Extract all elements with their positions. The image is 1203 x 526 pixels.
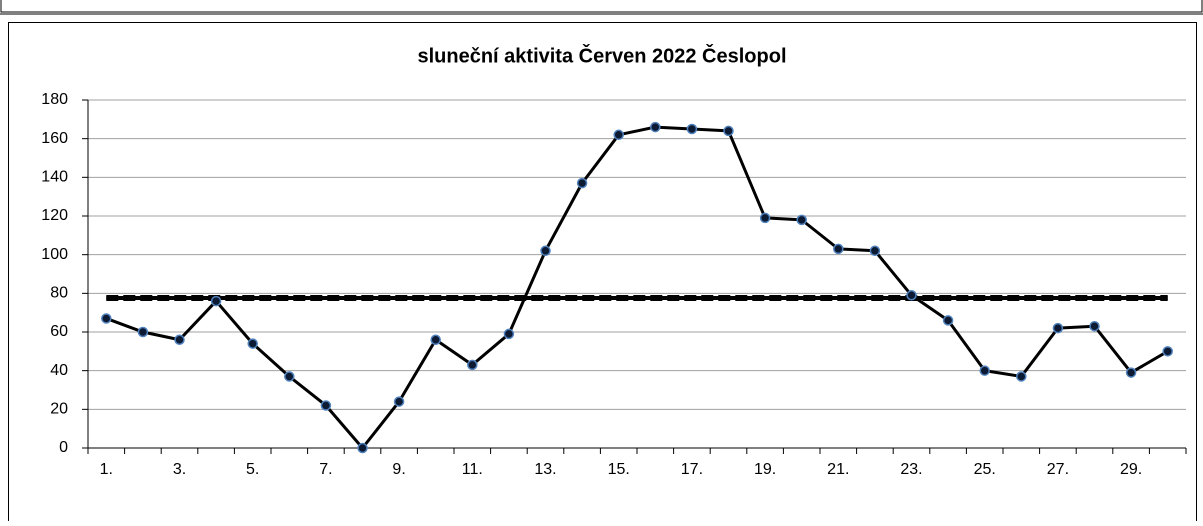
x-tick-label: 1. [100, 461, 113, 478]
marker [1052, 322, 1064, 334]
marker [467, 359, 478, 371]
marker [137, 326, 149, 338]
marker [320, 400, 332, 411]
y-tick-label: 0 [59, 439, 68, 456]
x-tick-label: 13. [534, 461, 556, 478]
marker [101, 313, 112, 324]
marker [1162, 346, 1173, 357]
y-tick-label: 120 [41, 207, 68, 224]
x-tick-label: 27. [1047, 461, 1069, 478]
marker [247, 338, 258, 349]
marker [1016, 371, 1027, 382]
marker [357, 442, 368, 454]
marker [503, 328, 515, 340]
x-tick-label: 21. [827, 461, 849, 478]
chart-frame [8, 22, 1197, 526]
marker [942, 315, 954, 326]
marker [210, 295, 222, 307]
x-tick-label: 29. [1120, 461, 1142, 478]
marker [906, 290, 917, 301]
x-tick-label: 5. [246, 461, 259, 478]
marker [723, 125, 734, 137]
marker [1125, 367, 1137, 378]
x-tick-label: 25. [974, 461, 996, 478]
y-tick-label: 160 [41, 130, 68, 147]
marker [869, 245, 881, 257]
y-tick-label: 40 [50, 362, 68, 379]
marker [540, 245, 551, 257]
y-tick-label: 140 [41, 169, 68, 186]
top-frame [0, 0, 1203, 13]
chart-title: sluneční aktivita Červen 2022 Česlopol [417, 43, 786, 67]
marker [430, 334, 441, 345]
marker [174, 334, 185, 345]
x-tick-label: 23. [900, 461, 922, 478]
marker [979, 365, 990, 376]
x-tick-label: 11. [462, 461, 483, 478]
marker [284, 371, 295, 382]
marker [393, 396, 405, 407]
marker [686, 123, 698, 135]
marker [833, 243, 844, 255]
x-tick-label: 7. [319, 461, 332, 478]
marker [759, 212, 771, 224]
x-tick-label: 19. [754, 461, 776, 478]
marker [576, 177, 588, 189]
y-tick-label: 80 [50, 285, 68, 302]
marker [796, 214, 807, 226]
y-tick-label: 20 [50, 401, 68, 418]
y-tick-label: 100 [41, 246, 68, 263]
y-tick-label: 60 [50, 323, 68, 340]
x-tick-label: 17. [681, 461, 703, 478]
marker [1089, 320, 1100, 332]
series-line [105, 125, 1169, 450]
x-tick-label: 15. [608, 461, 630, 478]
y-tick-label: 180 [41, 91, 68, 108]
x-tick-label: 9. [392, 461, 405, 478]
marker [613, 129, 624, 141]
x-tick-label: 3. [173, 461, 186, 478]
marker [650, 121, 661, 133]
